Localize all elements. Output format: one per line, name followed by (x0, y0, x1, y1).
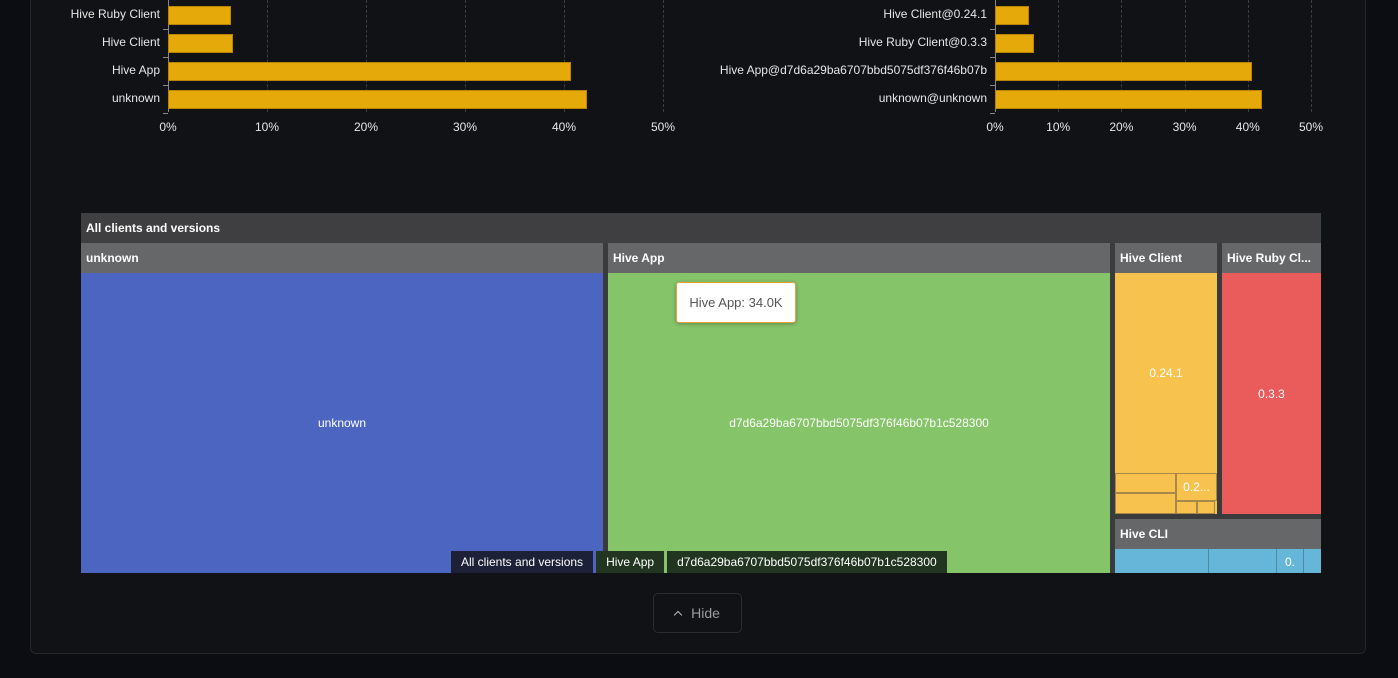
hive-client-body: 0.24.1 0.2... (1115, 273, 1217, 514)
cell-hive-client-0-2[interactable]: 0.2... (1176, 473, 1217, 501)
gridline (1184, 0, 1186, 112)
treemap: All clients and versions unknown unknown… (81, 213, 1321, 573)
cell-hive-app[interactable]: d7d6a29ba6707bbd5075df376f46b07b1c528300 (608, 273, 1110, 573)
breadcrumb-group[interactable]: Hive App (596, 551, 668, 573)
breadcrumb: All clients and versions Hive App d7d6a2… (451, 551, 947, 573)
y-tick-label: unknown (111, 91, 160, 105)
x-tick-label: 0% (986, 120, 1004, 134)
y-tick-label: Hive Ruby Client (70, 7, 160, 21)
y-tick (163, 85, 168, 86)
y-tick (990, 57, 995, 58)
cell-hive-cli-small[interactable]: 0. (1277, 549, 1304, 573)
x-tick-label: 30% (452, 120, 478, 134)
group-header-hive-ruby-client[interactable]: Hive Ruby Cl... (1222, 243, 1321, 273)
cell-hive-ruby-0-3-3[interactable]: 0.3.3 (1222, 273, 1321, 514)
x-tick-label: 50% (1298, 120, 1324, 134)
cell-small[interactable] (1115, 473, 1176, 493)
gridline (267, 0, 268, 112)
x-tick-label: 10% (254, 120, 280, 134)
clients-bar-chart: 0% 10% 20% 30% 40% 50% Hive Ruby Client Hive Cl… (0, 0, 1398, 140)
bar (168, 6, 232, 25)
y-tick-label: Hive App@d7d6a29ba6707bbd5075df376f46b07… (719, 63, 987, 77)
y-tick (990, 29, 995, 30)
bar (995, 62, 1253, 81)
group-header-unknown[interactable]: unknown (81, 243, 603, 273)
y-tick (163, 57, 168, 58)
cell-small[interactable] (1197, 501, 1215, 514)
group-header-hive-app[interactable]: Hive App (608, 243, 1110, 273)
cell-unknown[interactable]: unknown (81, 273, 603, 573)
cell-hive-cli[interactable] (1304, 549, 1321, 573)
gridline (1121, 0, 1123, 112)
y-tick (163, 113, 168, 114)
y-tick-label: Hive Ruby Client@0.3.3 (858, 35, 987, 49)
y-tick-label: Hive App (111, 63, 160, 77)
cell-hive-client-0-24-1[interactable]: 0.24.1 (1149, 366, 1183, 380)
hide-label: Hide (691, 605, 720, 621)
cell-small[interactable] (1176, 501, 1197, 514)
gridline (663, 0, 664, 112)
treemap-root-header[interactable]: All clients and versions (81, 213, 1321, 243)
tooltip: Hive App: 34.0K (676, 282, 796, 323)
x-tick-label: 40% (1235, 120, 1260, 134)
y-tick (990, 85, 995, 86)
x-tick-label: 20% (1109, 120, 1134, 134)
x-tick-label: 20% (353, 120, 379, 134)
cell-hive-cli[interactable] (1209, 549, 1277, 573)
cell-hive-cli[interactable] (1115, 549, 1209, 573)
bar (168, 90, 587, 109)
bar (995, 90, 1262, 109)
x-tick-label: 40% (551, 120, 577, 134)
group-header-hive-cli[interactable]: Hive CLI (1115, 519, 1321, 549)
y-tick-label: Hive Client (101, 35, 160, 49)
y-axis (995, 0, 996, 112)
gridline (1058, 0, 1060, 112)
gridline (1311, 0, 1312, 112)
x-tick-label: 10% (1046, 120, 1071, 134)
tooltip-text: Hive App: 34.0K (689, 295, 783, 310)
gridline (1247, 0, 1249, 112)
group-header-hive-client[interactable]: Hive Client (1115, 243, 1217, 273)
versions-bar-chart: 0% 10% 20% 30% 40% 50% Hive Client@0.24.1 Hive … (0, 0, 1398, 140)
y-tick (990, 113, 995, 114)
chevron-up-icon (673, 610, 683, 620)
x-tick-label: 30% (1172, 120, 1197, 134)
x-tick-label: 0% (159, 120, 177, 134)
breadcrumb-leaf[interactable]: d7d6a29ba6707bbd5075df376f46b07b1c528300 (667, 551, 947, 573)
bar (168, 62, 571, 81)
y-tick-label: unknown@unknown (878, 91, 987, 105)
y-axis (168, 0, 169, 112)
bar (995, 6, 1030, 25)
bar (168, 34, 234, 53)
x-tick-label: 50% (650, 120, 676, 134)
gridline (366, 0, 367, 112)
bar (995, 34, 1035, 53)
hide-button[interactable]: Hide (653, 593, 742, 633)
gridline (564, 0, 565, 112)
gridline (465, 0, 466, 112)
y-tick-label: Hive Client@0.24.1 (883, 7, 987, 21)
breadcrumb-root[interactable]: All clients and versions (451, 551, 597, 573)
y-tick (163, 29, 168, 30)
cell-small[interactable] (1115, 493, 1176, 514)
